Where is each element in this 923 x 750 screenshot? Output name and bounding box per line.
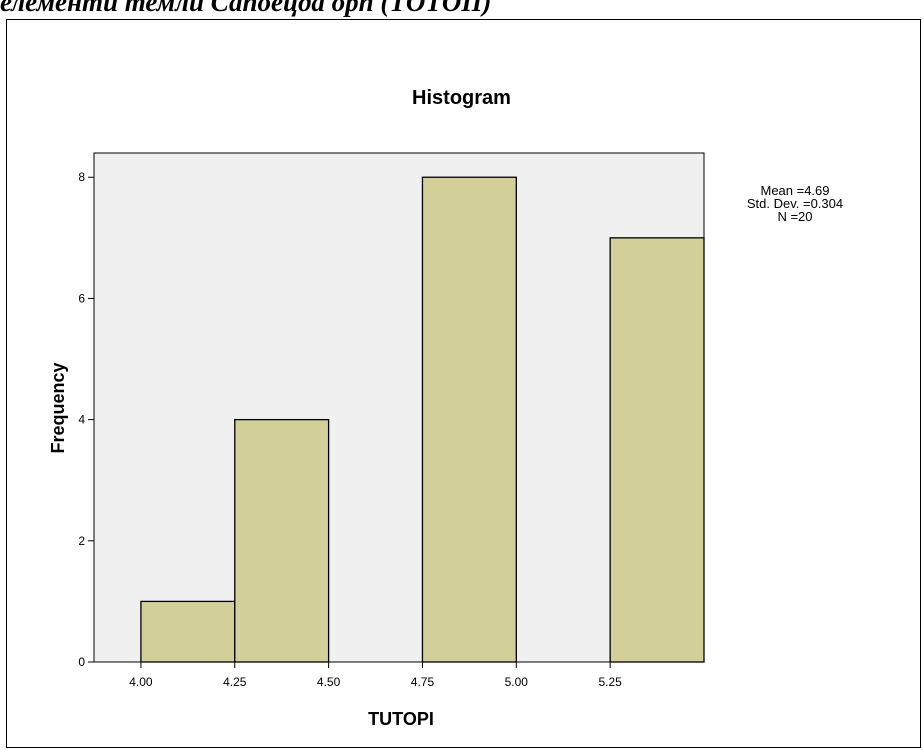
y-tick-label-2: 4 (78, 413, 85, 427)
plot-area (93, 152, 705, 663)
bars-group (140, 176, 705, 663)
y-axis: 0 2 4 6 8 (78, 170, 94, 669)
x-tick-label-1: 4.25 (223, 675, 247, 689)
x-axis-label: TUTOPI (368, 709, 434, 729)
x-tick-label-4: 5.00 (505, 675, 529, 689)
stat-n: N =20 (777, 209, 813, 224)
x-tick-label-2: 4.50 (317, 675, 341, 689)
stats-legend: Mean =4.69 Std. Dev. =0.304 N =20 (730, 184, 860, 223)
chart-title: Histogram (412, 87, 511, 109)
y-tick-label-4: 8 (78, 170, 85, 184)
x-tick-label-0: 4.00 (129, 675, 153, 689)
y-tick-label-0: 0 (78, 655, 85, 669)
x-axis: 4.00 4.25 4.50 4.75 5.00 5.25 (129, 662, 622, 689)
y-axis-label: Frequency (48, 362, 68, 453)
chart-frame (6, 19, 921, 748)
x-tick-label-5: 5.25 (598, 675, 622, 689)
y-tick-label-3: 6 (78, 291, 85, 305)
histogram-bar-1 (234, 418, 330, 663)
histogram-bar-2 (421, 176, 517, 663)
x-tick-label-3: 4.75 (411, 675, 435, 689)
stat-mean: Mean =4.69 (760, 183, 830, 198)
stat-std-dev: Std. Dev. =0.304 (746, 196, 844, 211)
y-tick-label-1: 2 (78, 534, 85, 548)
page-caption: елементи темли Сапоецда орп (ТОТОП) (0, 0, 492, 17)
histogram-bar-0 (140, 600, 236, 663)
histogram-bar-3 (609, 237, 705, 663)
